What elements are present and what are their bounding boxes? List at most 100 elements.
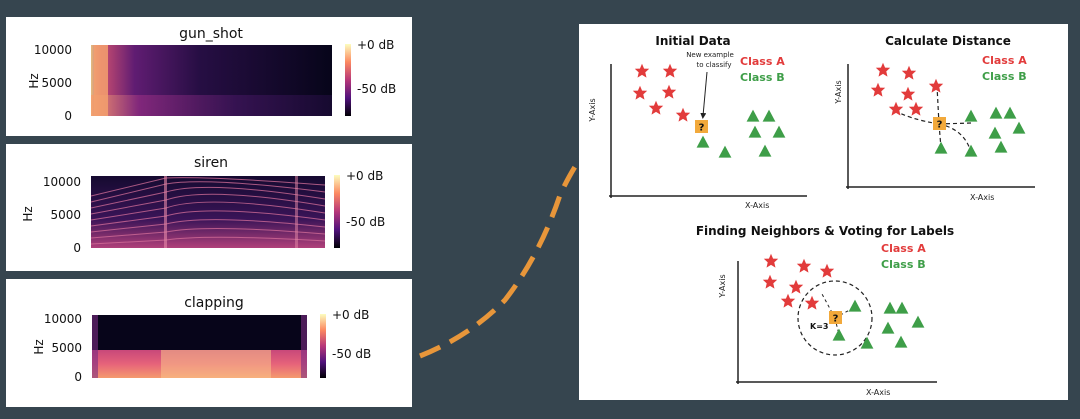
class-a-point: [804, 295, 820, 310]
class-b-point: [895, 301, 909, 314]
colorbar-tick-label: +0 dB: [346, 169, 383, 183]
finding-neighbors-subfigure: Finding Neighbors & Voting for Labels X-…: [696, 224, 954, 397]
class-a-point: [819, 263, 835, 278]
class-a-point: [634, 63, 650, 78]
class-b-point: [718, 145, 732, 158]
y-tick-label: 10000: [34, 43, 72, 57]
query-mark: ?: [937, 120, 943, 131]
spectrogram-siren: siren 10000 5000 0 Hz +0 dB -50 dB: [21, 155, 385, 255]
x-axis-label: X-Axis: [970, 193, 994, 202]
spectrogram-panel-clapping: clapping 10000 5000 0 Hz +0 dB -50 dB: [6, 279, 412, 407]
class-b-point: [758, 144, 772, 157]
query-mark: ?: [699, 123, 705, 134]
knn-diagram: Initial Data X-Axis Y-Axis Class A Class…: [588, 34, 1035, 397]
class-b-legend: Class B: [740, 71, 785, 84]
spectrogram-clapping: clapping 10000 5000 0 Hz +0 dB -50 dB: [32, 295, 371, 384]
class-b-point: [748, 125, 762, 138]
class-a-point: [888, 101, 904, 116]
class-b-point: [989, 106, 1003, 119]
class-b-point: [964, 144, 978, 157]
subfigure-title: Initial Data: [655, 34, 730, 48]
class-b-point: [772, 125, 786, 138]
y-axis-label: Hz: [27, 73, 41, 88]
class-b-point: [881, 321, 895, 334]
colorbar: [345, 44, 351, 116]
class-a-point: [762, 274, 778, 289]
class-a-point: [662, 63, 678, 78]
class-a-point: [875, 62, 891, 77]
class-a-point: [908, 101, 924, 116]
y-tick-label: 10000: [43, 175, 81, 189]
annotation-text: New example: [686, 51, 734, 59]
y-tick-label: 5000: [41, 76, 72, 90]
y-axis-label: Y-Axis: [588, 98, 597, 122]
query-point-icon: [933, 117, 946, 130]
colorbar-tick-label: -50 dB: [357, 82, 396, 96]
class-b-point: [848, 299, 862, 312]
initial-data-subfigure: Initial Data X-Axis Y-Axis Class A Class…: [588, 34, 807, 210]
class-a-legend: Class A: [740, 55, 785, 68]
subfigure-title: Calculate Distance: [885, 34, 1011, 48]
query-point-icon: [829, 311, 842, 324]
class-a-point: [632, 85, 648, 100]
query-point-icon: [695, 120, 708, 133]
class-b-legend: Class B: [881, 258, 926, 271]
class-a-point: [928, 78, 944, 93]
spectrogram-title: clapping: [184, 295, 244, 311]
calculate-distance-subfigure: Calculate Distance X-Axis Y-Axis Class A…: [834, 34, 1035, 202]
colorbar-tick-label: +0 dB: [357, 38, 394, 52]
colorbar: [334, 175, 340, 248]
spectrogram-panel-siren: siren 10000 5000 0 Hz +0 dB -50 dB: [6, 144, 412, 271]
class-b-legend: Class B: [982, 70, 1027, 83]
annotation-text: to classify: [696, 61, 731, 69]
y-axis-label: Hz: [32, 339, 46, 354]
class-a-point: [780, 293, 796, 308]
class-b-point: [988, 126, 1002, 139]
class-a-point: [648, 100, 664, 115]
colorbar-tick-label: -50 dB: [346, 215, 385, 229]
annotation-arrow-icon: [700, 71, 708, 119]
class-a-point: [661, 84, 677, 99]
class-a-point: [901, 65, 917, 80]
k-neighborhood-circle: [797, 280, 873, 356]
class-a-point: [796, 258, 812, 273]
x-axis-label: X-Axis: [745, 201, 769, 210]
x-axis-label: X-Axis: [866, 388, 890, 397]
class-b-point: [1012, 121, 1026, 134]
class-a-point: [870, 82, 886, 97]
y-axis-label: Y-Axis: [834, 80, 843, 104]
class-b-point: [911, 315, 925, 328]
y-tick-label: 5000: [51, 341, 82, 355]
spectrogram-title: gun_shot: [179, 26, 243, 42]
spectrogram-gun-shot: gun_shot 10000 5000 0 Hz +0 dB -50 dB: [27, 26, 396, 123]
y-tick-label: 5000: [50, 208, 81, 222]
class-b-point: [860, 336, 874, 349]
class-a-legend: Class A: [881, 242, 926, 255]
class-b-point: [832, 328, 846, 341]
class-a-point: [900, 86, 916, 101]
subfigure-title: Finding Neighbors & Voting for Labels: [696, 224, 954, 238]
class-b-point: [883, 301, 897, 314]
class-a-point: [763, 253, 779, 268]
y-axis-label: Y-Axis: [718, 274, 727, 298]
colorbar-tick-label: +0 dB: [332, 308, 369, 322]
spectrogram-panel-gun-shot: gun_shot 10000 5000 0 Hz +0 dB -50 dB: [6, 17, 412, 136]
colorbar-tick-label: -50 dB: [332, 347, 371, 361]
class-b-point: [746, 109, 760, 122]
class-b-point: [762, 109, 776, 122]
y-tick-label: 0: [74, 370, 82, 384]
class-a-legend: Class A: [982, 54, 1027, 67]
class-b-point: [964, 109, 978, 122]
y-tick-label: 0: [64, 109, 72, 123]
spectrogram-plot: [91, 176, 325, 248]
spectrogram-plot: [92, 315, 307, 350]
colorbar: [320, 314, 326, 378]
y-tick-label: 10000: [44, 312, 82, 326]
class-b-point: [894, 335, 908, 348]
class-a-point: [675, 107, 691, 122]
spectrogram-title: siren: [194, 155, 228, 171]
class-b-point: [1003, 106, 1017, 119]
knn-diagram-panel: Initial Data X-Axis Y-Axis Class A Class…: [579, 24, 1068, 400]
k-label: K=3: [810, 322, 828, 331]
class-b-point: [994, 140, 1008, 153]
